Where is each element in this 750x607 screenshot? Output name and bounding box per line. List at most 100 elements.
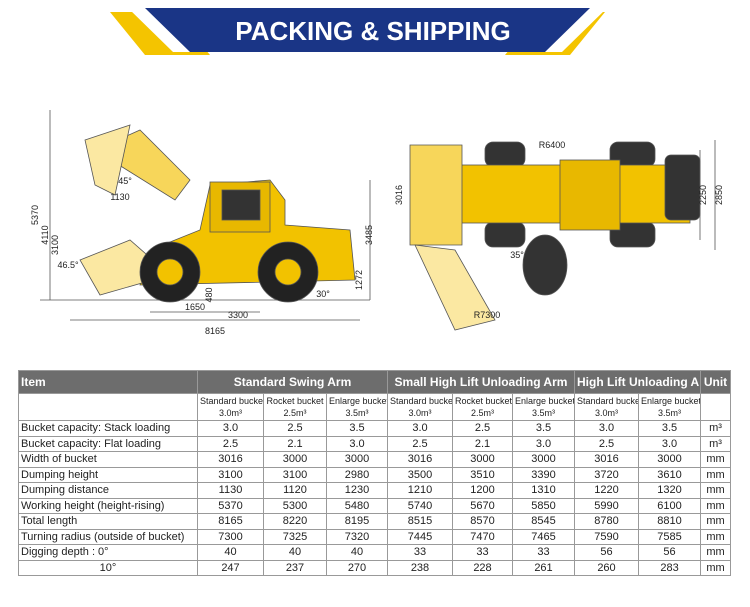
- table-cell: 238: [387, 559, 453, 576]
- table-cell: Dumping height: [18, 466, 198, 483]
- dimension-label: 1130: [110, 192, 129, 202]
- subheader-text: Standard bucket: [577, 396, 639, 406]
- table-cell: 3.5: [637, 420, 702, 437]
- table-cell: 7325: [263, 528, 327, 545]
- table-cell: mm: [700, 497, 732, 514]
- subheader-cell: Enlarge bucket 3.5m³: [512, 393, 575, 421]
- dimension-label: 2850: [714, 185, 724, 205]
- subheader-text: Standard bucket: [200, 396, 264, 406]
- dimension-label: 3300: [228, 310, 248, 320]
- dimension-label: 3100: [50, 235, 60, 255]
- dimension-label: 8165: [205, 326, 225, 336]
- table-cell: 5740: [387, 497, 453, 514]
- table-cell: 8165: [197, 513, 264, 530]
- table-cell: 2.5: [387, 435, 453, 452]
- dimension-label: 2250: [698, 185, 708, 205]
- table-cell: 7320: [326, 528, 388, 545]
- dimension-label: 4110: [40, 225, 50, 244]
- table-cell: 270: [326, 559, 388, 576]
- table-cell: Width of bucket: [18, 451, 198, 468]
- subheader-cell: Enlarge bucket 3.5m³: [637, 393, 702, 421]
- spec-table: Item Standard Swing Arm Small High Lift Un…: [18, 370, 732, 576]
- table-cell: mm: [700, 482, 732, 499]
- table-cell: 7465: [512, 528, 575, 545]
- table-cell: 3100: [263, 466, 327, 483]
- header-cell: Standard Swing Arm: [197, 370, 388, 394]
- table-cell: 1120: [263, 482, 327, 499]
- subheader-cell: Enlarge bucket 3.5m³: [326, 393, 388, 421]
- loader-top-view: [409, 140, 716, 331]
- header-cell: Small High Lift Unloading Arm: [387, 370, 575, 394]
- table-cell: 7445: [387, 528, 453, 545]
- dimension-label: 45°: [118, 176, 132, 186]
- table-cell: 3000: [512, 451, 575, 468]
- subheader-text: Enlarge bucket: [329, 396, 388, 406]
- table-cell: 33: [387, 544, 453, 561]
- subheader-text: Enlarge bucket: [641, 396, 701, 406]
- table-cell: 3510: [452, 466, 513, 483]
- dimension-label: 3016: [394, 185, 404, 205]
- table-cell: mm: [700, 528, 732, 545]
- table-cell: mm: [700, 451, 732, 468]
- table-cell: 8195: [326, 513, 388, 530]
- table-cell: 8810: [637, 513, 702, 530]
- table-cell: Bucket capacity: Flat loading: [18, 435, 198, 452]
- table-cell: 8545: [512, 513, 575, 530]
- table-cell: 40: [197, 544, 264, 561]
- subheader-text: 3.0m³: [594, 408, 618, 418]
- dimension-label: 3485: [364, 225, 374, 245]
- table-cell: 3.0: [197, 420, 264, 437]
- table-cell: 1320: [637, 482, 702, 499]
- table-cell: m³: [700, 435, 732, 452]
- table-cell: 1310: [512, 482, 575, 499]
- table-cell: 5990: [574, 497, 639, 514]
- dimension-label: 1272: [354, 270, 364, 290]
- table-cell: 3.0: [387, 420, 453, 437]
- table-cell: m³: [700, 420, 732, 437]
- table-cell: 8515: [387, 513, 453, 530]
- table-cell: 237: [263, 559, 327, 576]
- table-cell: 3000: [452, 451, 513, 468]
- table-cell: 10°: [18, 559, 198, 576]
- table-cell: 8570: [452, 513, 513, 530]
- subheader-text: 2.5m³: [283, 408, 307, 418]
- table-cell: 56: [574, 544, 639, 561]
- table-cell: 3.0: [637, 435, 702, 452]
- table-cell: 33: [512, 544, 575, 561]
- table-cell: 1230: [326, 482, 388, 499]
- table-cell: 3500: [387, 466, 453, 483]
- subheader-cell: Standard bucket 3.0m³: [197, 393, 264, 421]
- table-cell: 247: [197, 559, 264, 576]
- table-cell: 3.0: [326, 435, 388, 452]
- table-cell: Bucket capacity: Stack loading: [18, 420, 198, 437]
- table-cell: 3000: [263, 451, 327, 468]
- dimension-label: 5370: [30, 205, 40, 225]
- table-cell: 3.5: [326, 420, 388, 437]
- table-cell: mm: [700, 466, 732, 483]
- subheader-cell: [18, 393, 198, 421]
- table-cell: mm: [700, 513, 732, 530]
- table-cell: mm: [700, 559, 732, 576]
- dimension-label: 30°: [316, 289, 330, 299]
- table-cell: 3000: [326, 451, 388, 468]
- table-cell: 7470: [452, 528, 513, 545]
- table-cell: 5300: [263, 497, 327, 514]
- table-cell: 1200: [452, 482, 513, 499]
- table-cell: 8220: [263, 513, 327, 530]
- header-cell: High Lift Unloading Arm: [573, 370, 702, 394]
- table-cell: 2.5: [263, 420, 327, 437]
- table-cell: 3016: [197, 451, 264, 468]
- table-cell: mm: [700, 544, 732, 561]
- subheader-cell: Standard bucket 3.0m³: [387, 393, 453, 421]
- table-cell: 8780: [574, 513, 639, 530]
- table-cell: 6100: [637, 497, 702, 514]
- table-cell: 2.5: [197, 435, 264, 452]
- table-cell: 3.0: [512, 435, 575, 452]
- subheader-cell: Rocket bucket 2.5m³: [452, 393, 513, 421]
- subheader-cell: Rocket bucket 2.5m³: [263, 393, 327, 421]
- header-cell: Unit: [700, 370, 732, 394]
- subheader-text: 3.0m³: [408, 408, 432, 418]
- table-cell: Turning radius (outside of bucket): [18, 528, 198, 545]
- table-cell: 40: [326, 544, 388, 561]
